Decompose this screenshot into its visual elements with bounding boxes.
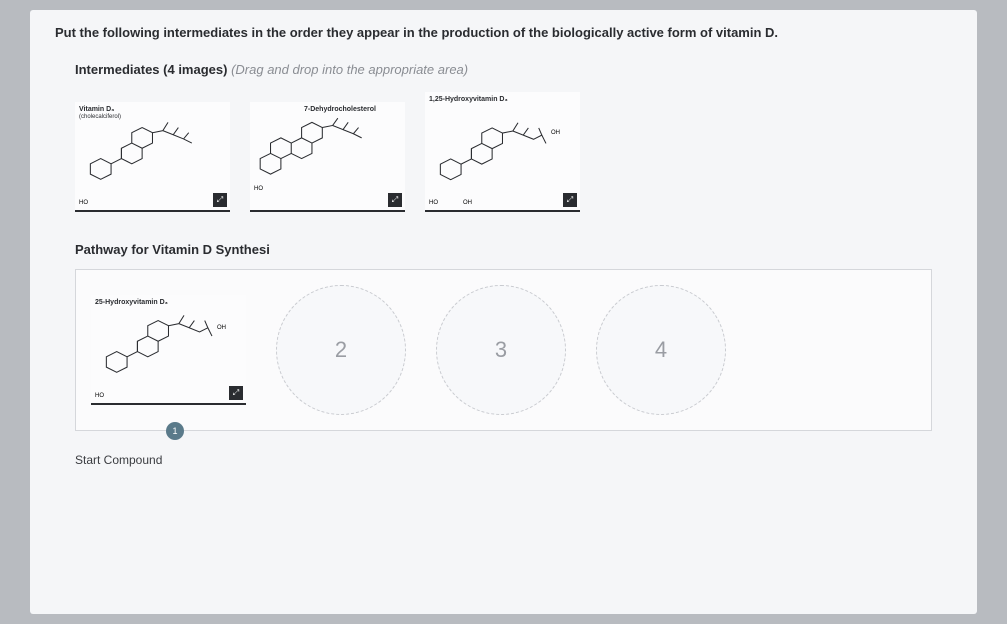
drop-slot-1[interactable]: 25-Hydroxyvitamin D₃ HO OH ⤢: [91, 295, 246, 405]
question-card: Put the following intermediates in the o…: [30, 10, 977, 614]
molecule-vitd3[interactable]: Vitamin D₃ (cholecalciferol) HO ⤢: [75, 102, 230, 212]
slot-number: 2: [335, 337, 347, 363]
molecule-calcidiol-placed[interactable]: 25-Hydroxyvitamin D₃ HO OH ⤢: [91, 295, 246, 405]
oh-label: OH: [217, 325, 226, 331]
molecule-structure-icon: [255, 112, 400, 195]
ho-label: HO: [95, 393, 104, 399]
intermediates-bold: Intermediates (4 images): [75, 62, 227, 77]
ho-label: HO: [79, 200, 88, 206]
intermediates-hint: (Drag and drop into the appropriate area…: [231, 62, 468, 77]
molecule-row: Vitamin D₃ (cholecalciferol) HO ⤢ 7-Dehy…: [75, 92, 952, 212]
molecule-structure-icon: [96, 305, 241, 388]
slot-number: 4: [655, 337, 667, 363]
ho-label: HO: [429, 200, 438, 206]
drop-slot-2[interactable]: 2: [276, 285, 406, 415]
expand-icon[interactable]: ⤢: [229, 386, 243, 400]
expand-icon[interactable]: ⤢: [388, 193, 402, 207]
slot-badge-1: 1: [166, 422, 184, 440]
pathway-dropzone[interactable]: 25-Hydroxyvitamin D₃ HO OH ⤢ 2 3 4 1: [75, 269, 932, 431]
pathway-label: Pathway for Vitamin D Synthesi: [75, 242, 952, 257]
oh-label: OH: [463, 200, 472, 206]
molecule-calcitriol[interactable]: 1,25-Hydroxyvitamin D₃ HO OH OH ⤢: [425, 92, 580, 212]
molecule-dehydro[interactable]: 7-Dehydrocholesterol HO ⤢: [250, 102, 405, 212]
question-text: Put the following intermediates in the o…: [55, 25, 952, 40]
start-compound-label: Start Compound: [75, 453, 952, 467]
oh-label: OH: [551, 130, 560, 136]
slot-number: 3: [495, 337, 507, 363]
molecule-structure-icon: [80, 112, 225, 195]
drop-slot-4[interactable]: 4: [596, 285, 726, 415]
expand-icon[interactable]: ⤢: [563, 193, 577, 207]
molecule-structure-icon: [430, 102, 575, 195]
drop-slot-3[interactable]: 3: [436, 285, 566, 415]
ho-label: HO: [254, 186, 263, 192]
intermediates-header: Intermediates (4 images) (Drag and drop …: [75, 62, 952, 77]
expand-icon[interactable]: ⤢: [213, 193, 227, 207]
